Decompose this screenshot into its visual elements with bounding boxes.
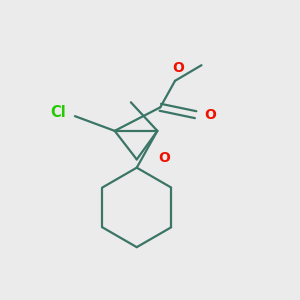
Text: O: O <box>158 151 170 165</box>
Text: Cl: Cl <box>50 105 66 120</box>
Text: O: O <box>172 61 184 75</box>
Text: O: O <box>205 108 216 122</box>
